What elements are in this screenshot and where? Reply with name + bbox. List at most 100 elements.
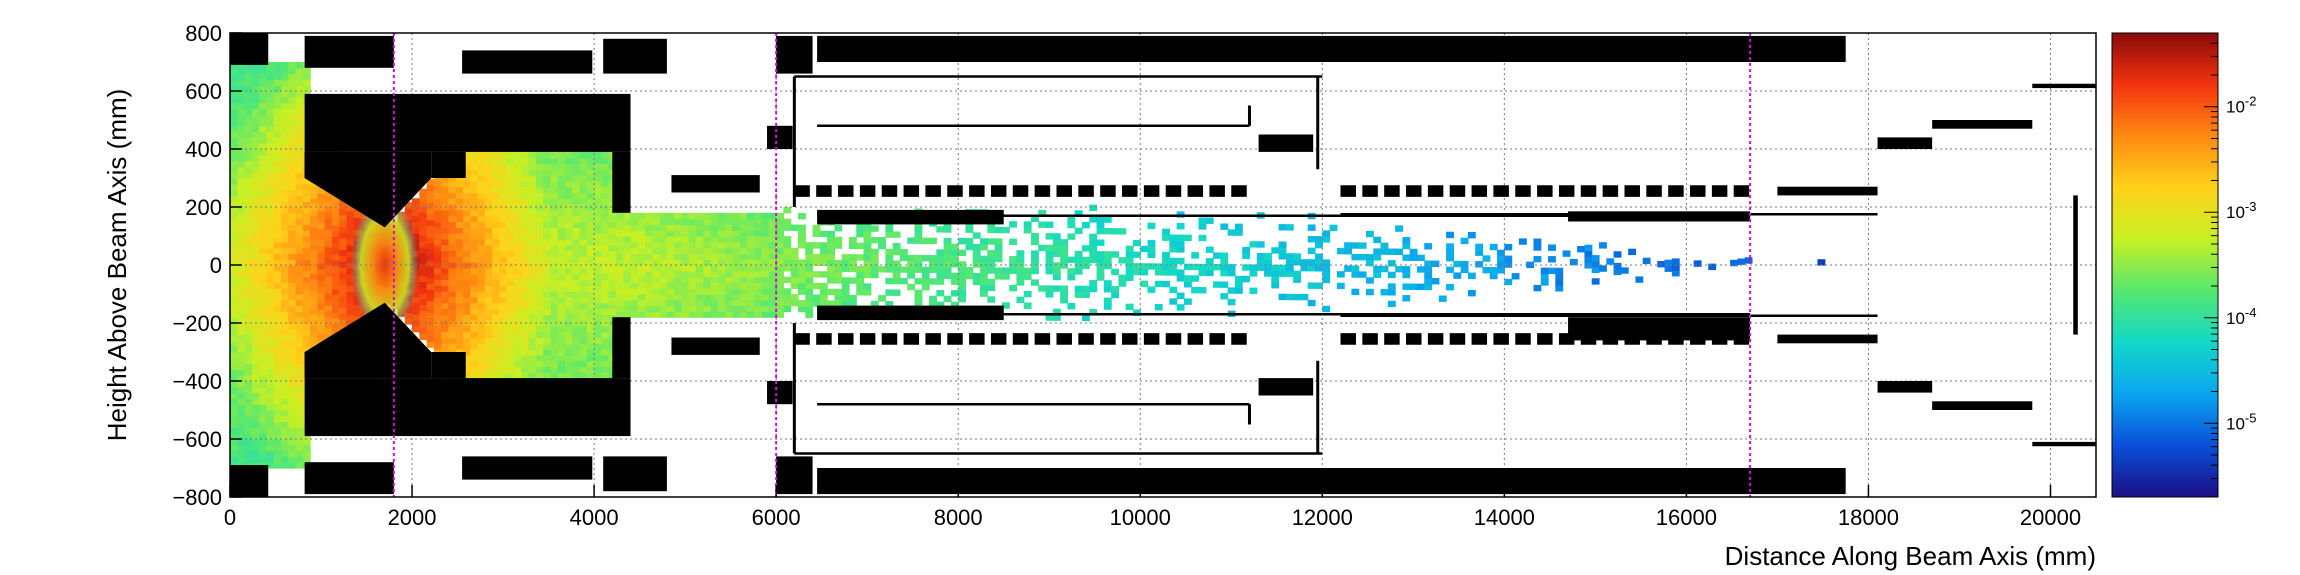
heat-cell bbox=[251, 456, 260, 463]
heat-cell bbox=[594, 151, 602, 159]
heat-cell bbox=[259, 108, 268, 115]
heat-cell bbox=[317, 199, 326, 206]
heat-cell bbox=[477, 221, 486, 228]
heat-cell bbox=[688, 299, 697, 307]
heat-cell bbox=[1504, 244, 1513, 251]
heat-cell bbox=[572, 325, 581, 333]
heat-cell bbox=[1373, 265, 1382, 273]
heat-cell bbox=[579, 215, 588, 223]
heat-cell bbox=[528, 337, 537, 344]
heat-cell bbox=[623, 212, 632, 220]
heat-cell bbox=[492, 180, 501, 188]
heat-cell bbox=[230, 125, 238, 133]
heat-cell bbox=[761, 282, 770, 289]
heat-cell bbox=[521, 273, 530, 281]
heat-cell bbox=[696, 282, 704, 289]
heat-cell bbox=[484, 256, 493, 263]
heat-cell bbox=[499, 267, 508, 275]
heat-cell bbox=[251, 282, 260, 289]
heat-cell bbox=[310, 325, 318, 332]
heat-cell bbox=[594, 157, 602, 165]
heat-cell bbox=[288, 334, 297, 341]
absorber-segment bbox=[969, 333, 985, 345]
heat-cell bbox=[433, 325, 442, 333]
heat-cell bbox=[455, 314, 464, 321]
heat-cell bbox=[747, 288, 755, 295]
heat-cell bbox=[870, 266, 879, 273]
heat-cell bbox=[572, 192, 581, 199]
heat-cell bbox=[1125, 251, 1134, 258]
heat-cell bbox=[1591, 278, 1600, 285]
heat-cell bbox=[273, 421, 282, 428]
heat-cell bbox=[521, 296, 530, 304]
heat-cell bbox=[564, 366, 573, 373]
heat-cell bbox=[696, 247, 704, 254]
absorber-block bbox=[1777, 186, 1878, 196]
heat-cell bbox=[295, 212, 304, 220]
heat-cell bbox=[419, 217, 428, 225]
heat-cell bbox=[514, 151, 522, 159]
heat-cell bbox=[455, 331, 464, 339]
heat-cell bbox=[259, 363, 268, 370]
heat-cell bbox=[674, 236, 683, 243]
heat-cell bbox=[666, 276, 675, 283]
heat-cell bbox=[623, 276, 632, 283]
heat-cell bbox=[528, 262, 537, 269]
heat-cell bbox=[259, 334, 268, 341]
heat-cell bbox=[666, 288, 675, 295]
heat-cell bbox=[535, 273, 544, 281]
heat-cell bbox=[1227, 287, 1236, 294]
y-tick-label: −400 bbox=[172, 369, 222, 394]
heat-cell bbox=[506, 238, 515, 246]
heat-cell bbox=[230, 294, 238, 301]
heat-cell bbox=[703, 282, 712, 289]
heat-cell bbox=[739, 236, 748, 243]
heat-cell bbox=[594, 308, 602, 315]
heat-cell bbox=[302, 195, 311, 202]
heat-cell bbox=[1242, 252, 1251, 260]
heat-cell bbox=[419, 304, 428, 312]
heat-cell bbox=[266, 143, 275, 150]
heat-cell bbox=[448, 267, 457, 275]
heat-cell bbox=[1162, 234, 1170, 241]
heat-cell bbox=[958, 261, 967, 268]
heat-cell bbox=[499, 256, 508, 263]
heat-cell bbox=[448, 192, 457, 199]
heat-cell bbox=[1205, 258, 1214, 265]
heat-cell bbox=[768, 294, 777, 301]
heat-cell bbox=[463, 186, 471, 194]
heat-cell bbox=[754, 230, 763, 237]
heat-cell bbox=[550, 262, 559, 269]
heat-cell bbox=[594, 296, 602, 304]
heat-cell bbox=[1497, 249, 1505, 257]
heat-cell bbox=[863, 265, 872, 273]
heat-cell bbox=[499, 233, 508, 240]
heat-cell bbox=[230, 288, 238, 295]
heat-cell bbox=[237, 73, 246, 80]
heat-cell bbox=[1198, 269, 1207, 277]
heat-cell bbox=[455, 302, 464, 310]
heat-cell bbox=[1671, 258, 1680, 265]
heat-cell bbox=[470, 221, 479, 228]
heat-cell bbox=[776, 241, 785, 249]
heat-cell bbox=[535, 360, 544, 368]
heat-cell bbox=[601, 227, 610, 234]
heat-cell bbox=[754, 241, 763, 249]
heat-cell bbox=[455, 186, 464, 194]
heat-cell bbox=[266, 346, 275, 353]
heat-cell bbox=[1227, 229, 1236, 236]
heat-cell bbox=[463, 233, 471, 240]
heat-cell bbox=[230, 230, 238, 237]
heat-cell bbox=[280, 102, 289, 109]
heat-cell bbox=[630, 270, 639, 278]
heat-cell bbox=[1089, 309, 1098, 316]
heat-cell bbox=[346, 268, 355, 275]
heat-cell bbox=[317, 187, 326, 194]
heat-cell bbox=[1045, 262, 1054, 269]
marker-layer bbox=[392, 33, 1752, 497]
heat-cell bbox=[841, 254, 850, 261]
heat-cell bbox=[1154, 303, 1163, 311]
heat-cell bbox=[1402, 271, 1411, 279]
heat-cell bbox=[586, 192, 595, 199]
heat-cell bbox=[244, 433, 253, 440]
